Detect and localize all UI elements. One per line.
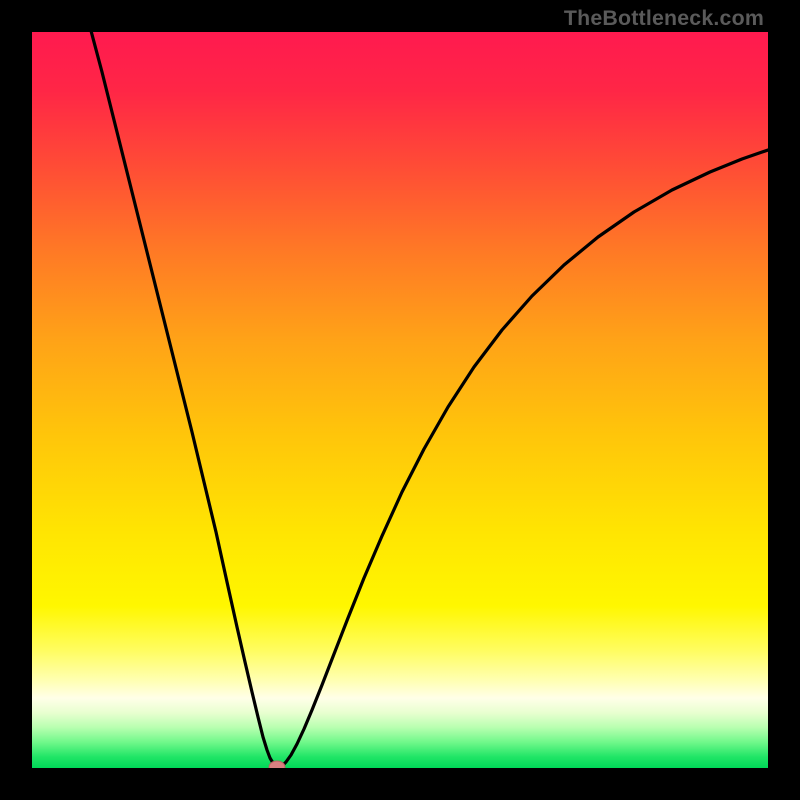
bottleneck-curve bbox=[32, 32, 768, 768]
chart-frame: TheBottleneck.com bbox=[0, 0, 800, 800]
watermark-text: TheBottleneck.com bbox=[564, 6, 764, 31]
plot-area bbox=[32, 32, 768, 768]
